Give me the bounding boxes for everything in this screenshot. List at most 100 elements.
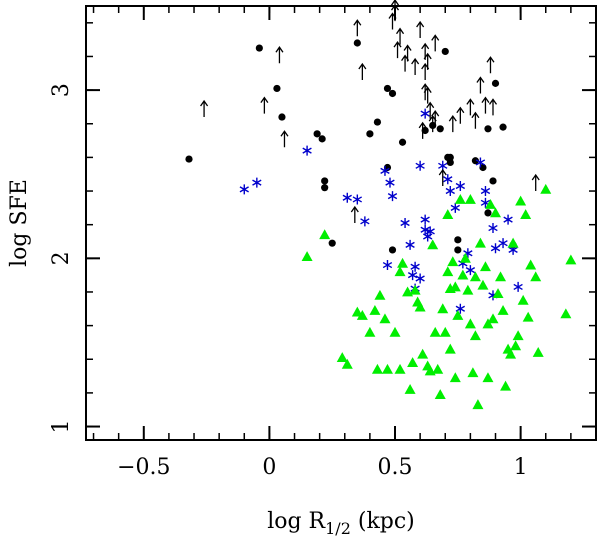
data-point-triangle [495,271,507,282]
data-point-circle [499,123,507,131]
data-point-triangle [397,257,409,268]
data-point-triangle [439,326,451,337]
data-point-asterisk [302,145,312,156]
data-point-asterisk [480,186,491,197]
data-point-circle [318,135,326,143]
data-point-triangle [429,326,441,337]
data-point-triangle [507,237,519,248]
data-point-asterisk [380,165,390,176]
data-point-triangle [497,304,509,315]
data-point-arrow [393,41,402,59]
data-point-circle [388,89,397,98]
data-point-triangle [452,310,464,320]
data-point-circle [278,113,286,121]
data-point-arrow [358,62,367,81]
data-point-circle [489,177,497,185]
data-point-asterisk [385,177,395,188]
data-point-triangle [427,239,439,250]
data-point-triangle [434,389,446,399]
data-point-triangle [442,266,454,277]
data-point-triangle [532,347,544,357]
data-point-asterisk [465,265,476,276]
x-axis-label-unit: (kpc) [351,509,415,534]
y-tick-label: 3 [49,83,74,97]
data-point-circle [383,163,392,172]
y-tick-label: 1 [49,420,74,434]
data-point-triangle [522,311,534,322]
data-point-circle [313,130,321,138]
data-point-triangle [512,330,524,341]
data-point-asterisk [420,214,430,225]
data-point-triangle [505,348,517,359]
x-axis-label: log R1/2 (kpc) [267,509,415,538]
data-point-asterisk [455,303,466,314]
data-point-triangle [517,294,529,305]
data-point-triangle [525,259,537,270]
data-point-triangle [487,313,499,324]
data-point-circle [421,126,429,135]
data-point-asterisk [415,160,425,171]
data-point-arrow [416,20,425,38]
data-point-triangle [301,251,313,262]
data-point-arrow [260,96,269,114]
data-point-triangle [457,269,469,280]
data-point-triangle [510,340,522,351]
plot-frame [85,5,597,441]
data-point-triangle [469,330,481,341]
data-point-triangle [464,193,476,204]
data-point-circle [383,84,392,93]
data-point-triangle [389,326,401,337]
data-point-triangle [351,306,363,317]
data-point-circle [454,246,462,254]
data-point-arrow [488,98,498,116]
data-point-triangle [484,198,496,209]
data-point-asterisk [400,218,410,228]
data-point-asterisk [382,260,393,271]
data-point-triangle [565,254,577,265]
data-point-arrow [350,205,359,223]
data-point-asterisk [445,186,455,197]
data-point-triangle [479,261,491,272]
data-point-triangle [520,209,532,219]
data-point-circle [446,158,454,167]
data-point-arrow [390,0,400,17]
data-point-circle [255,44,263,52]
data-point-asterisk [239,184,249,195]
axis-ticks [86,6,597,440]
x-axis-label-main: log R [267,509,326,534]
data-point-arrow [471,111,480,129]
data-point-circle [321,177,329,185]
data-point-circle [471,157,480,165]
data-point-triangle [407,357,419,368]
data-point-arrow [426,101,435,119]
x-axis-label-subscript: 1/2 [325,519,351,538]
data-point-arrow [403,44,412,62]
data-point-triangle [462,284,474,295]
data-point-circle [273,84,281,93]
data-point-triangle [356,310,368,320]
data-point-arrow [411,57,420,75]
data-point-circle [441,47,449,56]
data-point-asterisk [342,192,352,203]
data-point-triangle [464,318,476,329]
data-point-asterisk [475,157,486,168]
data-point-triangle [394,266,406,277]
data-point-circle [446,153,454,161]
data-point-asterisk [420,224,430,235]
data-point-asterisk [490,243,501,254]
data-point-triangle [369,304,381,315]
data-point-triangle [409,284,421,295]
data-point-arrow [421,62,430,81]
data-point-asterisk [455,180,466,191]
data-points [185,0,577,410]
data-point-triangle [364,326,376,337]
data-point-triangle [560,308,572,319]
data-point-triangle [374,289,386,300]
data-point-asterisk [425,226,435,237]
data-point-asterisk [252,177,262,188]
data-point-triangle [459,252,471,263]
y-tick-label: 2 [49,251,74,265]
data-point-circle [373,118,382,126]
data-point-triangle [477,279,489,290]
y-axis-label: log SFE [7,179,32,267]
